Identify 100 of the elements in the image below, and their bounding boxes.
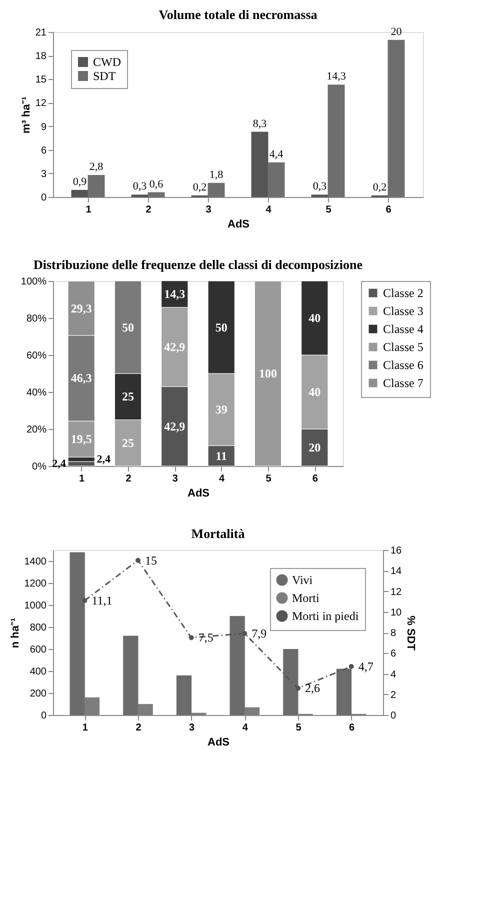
bar	[71, 190, 88, 197]
y-tick-label: 20%	[26, 424, 47, 436]
bar	[123, 636, 138, 715]
y-tick-label: 40%	[26, 388, 47, 398]
x-tick-label: 3	[172, 474, 178, 484]
data-label: 2,4	[52, 458, 66, 470]
data-label: 20	[308, 440, 321, 454]
chart-title: Distribuzione delle frequenze delle classi di decomposizione	[33, 257, 363, 272]
y2-tick-label: 16	[390, 546, 402, 556]
data-label: 7,9	[252, 626, 267, 641]
data-label: 11,1	[92, 594, 112, 608]
bar	[208, 182, 225, 197]
bar	[268, 162, 285, 197]
data-label: 40	[308, 385, 321, 399]
bar	[230, 616, 245, 715]
bar	[176, 675, 192, 715]
legend-label: Classe 7	[383, 376, 424, 390]
x-tick-label: 4	[219, 474, 226, 484]
x-tick-label: 6	[349, 722, 356, 734]
data-label: 0,3	[312, 180, 328, 193]
data-label: 1,8	[209, 168, 224, 181]
bar	[328, 84, 345, 197]
y2-tick-label: 10	[390, 607, 402, 618]
data-label: 29,3	[70, 301, 92, 316]
bar	[283, 649, 298, 715]
y2-tick-label: 8	[390, 628, 396, 639]
data-label: 100	[259, 366, 277, 380]
legend-label: Classe 4	[383, 322, 424, 336]
bar	[388, 40, 405, 197]
y-tick-label: 100%	[20, 276, 47, 288]
y-tick-label: 1400	[24, 556, 47, 568]
data-label: 0,9	[72, 176, 88, 188]
chart-title: Volume totale di necromassa	[158, 6, 318, 22]
y-tick-label: 600	[30, 644, 47, 656]
legend-label: Classe 5	[383, 340, 424, 354]
data-label: 0,3	[132, 180, 148, 193]
data-label: 42,9	[164, 419, 186, 434]
data-label: 14,3	[326, 70, 346, 83]
legend-label: Vivi	[292, 573, 314, 587]
bar	[336, 668, 352, 715]
y-tick-label: 21	[35, 28, 47, 38]
data-label: 25	[122, 436, 134, 450]
y-tick-label: 12	[35, 98, 47, 110]
data-label: 2,8	[89, 161, 104, 173]
x-tick-label: 5	[326, 204, 332, 216]
bar	[88, 175, 105, 197]
y2-tick-label: 0	[390, 710, 396, 722]
data-label: 11	[216, 448, 228, 463]
x-tick-label: 1	[82, 722, 88, 734]
y-tick-label: 1000	[24, 600, 47, 612]
y2-tick-label: 2	[390, 690, 396, 701]
y-tick-label: 9	[40, 122, 47, 133]
y-tick-label: 1200	[24, 578, 47, 590]
data-label: 19,5	[70, 432, 92, 446]
point	[296, 686, 300, 691]
point	[136, 558, 140, 563]
point	[348, 664, 354, 670]
x-tick-label: 3	[206, 204, 212, 216]
data-label: 0,2	[192, 181, 207, 194]
data-label: 8,3	[252, 118, 268, 130]
data-label: 39	[215, 402, 228, 417]
y-tick-label: 80%	[26, 314, 47, 324]
y2-tick-label: 6	[390, 648, 396, 660]
chart-title: Mortalità	[191, 526, 246, 541]
x-tick-label: 6	[386, 204, 392, 216]
point	[188, 635, 194, 640]
y2-tick-label: 12	[390, 586, 402, 598]
x-axis-title: AdS	[188, 488, 210, 500]
y2-tick-label: 14	[390, 566, 402, 578]
data-label: 7,5	[198, 630, 214, 645]
legend-label: Classe 3	[383, 304, 424, 318]
data-label: 15	[145, 553, 157, 568]
data-label: 2,4	[96, 453, 111, 466]
y-tick-label: 800	[30, 622, 47, 634]
y-tick-label: 15	[35, 74, 47, 86]
y-tick-label: 200	[30, 688, 47, 700]
legend-label: Classe 2	[383, 286, 424, 300]
bar	[70, 552, 85, 715]
x-tick-label: 4	[242, 722, 248, 734]
y-tick-label: 400	[30, 666, 47, 678]
x-tick-label: 2	[146, 204, 152, 216]
y-tick-label: 0	[40, 192, 47, 204]
point	[242, 631, 248, 636]
x-axis-title: AdS	[228, 218, 250, 230]
x-axis-title: AdS	[208, 736, 230, 748]
data-label: 50	[215, 320, 228, 334]
data-label: 42,9	[164, 340, 186, 354]
data-label: 0,6	[149, 178, 164, 190]
data-label: 2,6	[305, 681, 320, 696]
x-tick-label: 2	[126, 474, 132, 484]
data-label: 4,7	[358, 660, 374, 674]
data-label: 0,2	[372, 181, 387, 194]
bar	[254, 280, 282, 466]
x-tick-label: 6	[312, 474, 318, 484]
data-label: 46,3	[70, 371, 92, 386]
y2-axis-title: % SDT	[404, 616, 417, 651]
bar	[251, 132, 268, 197]
bar	[68, 461, 95, 466]
data-label: 20	[390, 26, 402, 38]
data-label: 14,3	[164, 287, 186, 302]
